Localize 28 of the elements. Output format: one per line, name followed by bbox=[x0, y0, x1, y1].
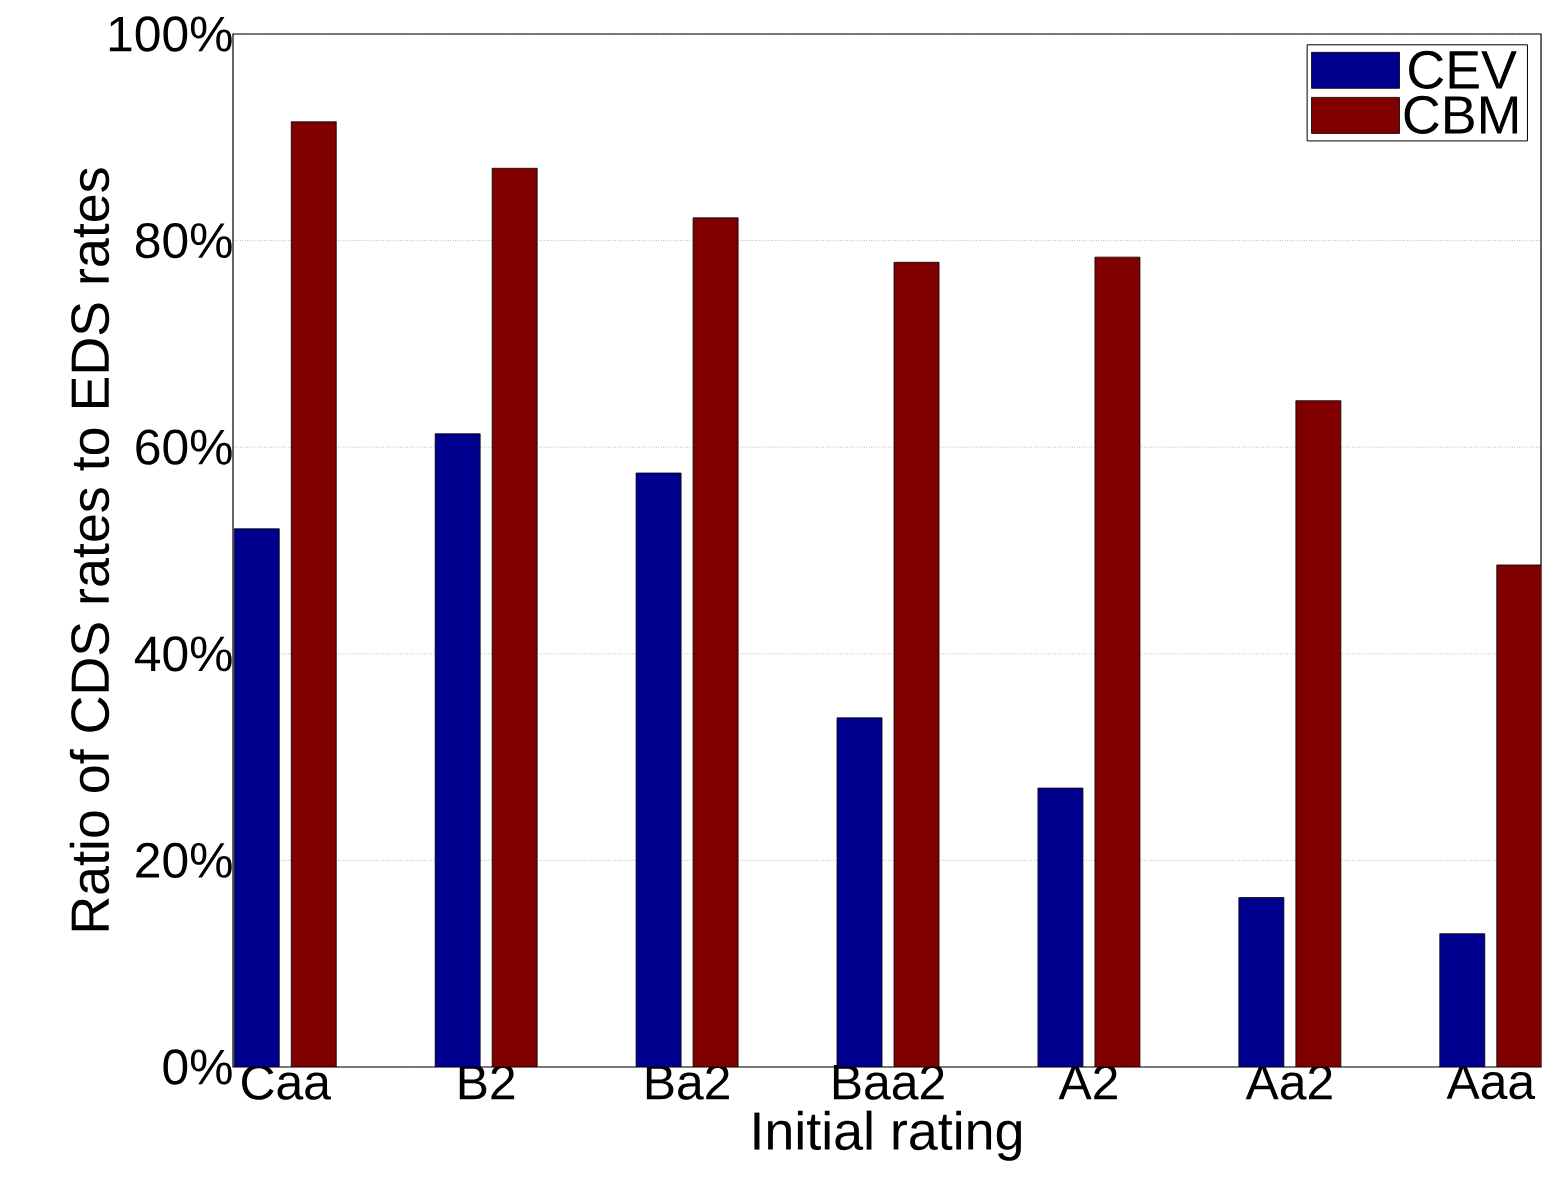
bar bbox=[1295, 400, 1342, 1067]
y-axis-title: Ratio of CDS rates to EDS rates bbox=[69, 168, 110, 931]
y-tick-label: 20% bbox=[136, 842, 232, 879]
legend-label: CBM bbox=[1404, 95, 1518, 134]
y-tick-label: 80% bbox=[135, 222, 232, 259]
bar bbox=[491, 167, 538, 1067]
legend-label: CEV bbox=[1409, 50, 1517, 89]
x-tick-label: Caa bbox=[242, 1064, 331, 1100]
bar bbox=[434, 433, 481, 1067]
bar bbox=[893, 261, 940, 1067]
y-tick-label: 100% bbox=[109, 16, 232, 52]
bar bbox=[1037, 787, 1084, 1067]
bar bbox=[1094, 256, 1141, 1067]
bar bbox=[1496, 564, 1542, 1067]
x-axis-title: Initial rating bbox=[754, 1110, 1022, 1161]
y-tick-label: 40% bbox=[134, 636, 232, 672]
bar bbox=[635, 472, 682, 1067]
y-tick-label: 60% bbox=[136, 429, 232, 465]
bar bbox=[1439, 933, 1486, 1067]
y-tick-label: 0% bbox=[163, 1049, 232, 1085]
bar bbox=[290, 121, 337, 1067]
x-tick-label: Baa2 bbox=[833, 1064, 944, 1100]
bar bbox=[1238, 897, 1285, 1067]
x-tick-label: Aa2 bbox=[1245, 1064, 1332, 1100]
bar bbox=[692, 217, 739, 1067]
x-tick-label: Aaa bbox=[1446, 1064, 1536, 1100]
bar bbox=[836, 717, 883, 1067]
bar bbox=[233, 528, 280, 1067]
